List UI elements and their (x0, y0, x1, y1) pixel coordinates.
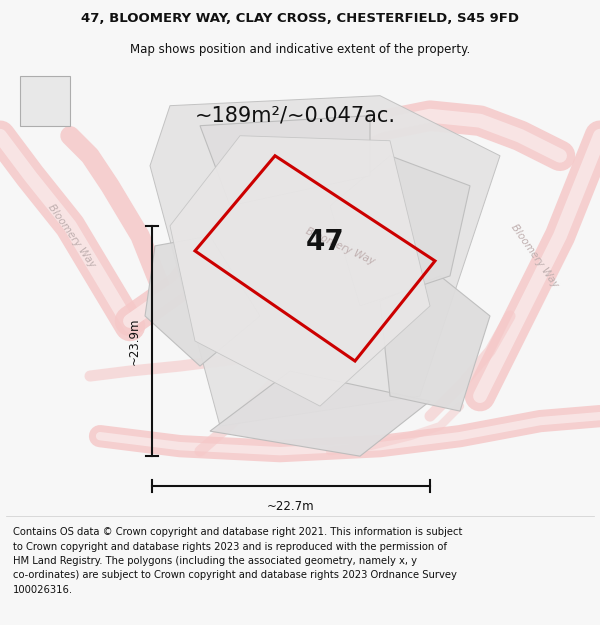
Text: ~23.9m: ~23.9m (128, 318, 140, 365)
Text: Map shows position and indicative extent of the property.: Map shows position and indicative extent… (130, 42, 470, 56)
Polygon shape (380, 276, 490, 411)
Polygon shape (150, 96, 500, 426)
Polygon shape (20, 76, 70, 126)
Text: ~22.7m: ~22.7m (267, 500, 315, 512)
Text: 47: 47 (305, 228, 344, 256)
Polygon shape (170, 136, 430, 406)
Polygon shape (145, 236, 260, 366)
Polygon shape (200, 116, 370, 206)
Polygon shape (330, 156, 470, 306)
Text: Bloomery Way: Bloomery Way (509, 222, 560, 289)
Text: Bloomery Way: Bloomery Way (304, 226, 376, 266)
Text: Contains OS data © Crown copyright and database right 2021. This information is : Contains OS data © Crown copyright and d… (13, 527, 463, 595)
Text: ~189m²/~0.047ac.: ~189m²/~0.047ac. (194, 106, 395, 126)
Text: 47, BLOOMERY WAY, CLAY CROSS, CHESTERFIELD, S45 9FD: 47, BLOOMERY WAY, CLAY CROSS, CHESTERFIE… (81, 12, 519, 25)
Text: Bloomery Way: Bloomery Way (46, 202, 98, 269)
Polygon shape (210, 371, 430, 456)
